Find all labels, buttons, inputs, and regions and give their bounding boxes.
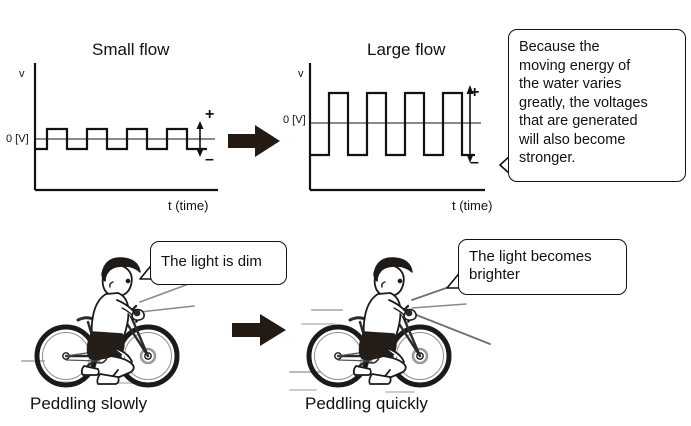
transition-arrow-icon-top — [228, 125, 280, 157]
left-graph-title: Small flow — [92, 40, 170, 59]
left-graph-y-axis-label: v — [19, 68, 25, 80]
right-graph-plus-sign: + — [470, 84, 480, 101]
bicycle-rider-fast-illustration — [289, 257, 491, 393]
transition-arrow-icon-bottom — [232, 314, 286, 346]
explanation-callout: Because the moving energy of the water v… — [508, 29, 686, 182]
right-graph-x-axis-label: t (time) — [452, 198, 493, 213]
bubble-left-text: The light is dim — [161, 253, 262, 270]
caption-right: Peddling quickly — [305, 394, 428, 413]
right-graph-zero-label: 0 [V] — [283, 114, 306, 126]
caption-left: Peddling slowly — [30, 394, 148, 413]
bicycle-rider-slow-illustration — [21, 257, 195, 388]
bubble-left: The light is dim — [150, 241, 287, 285]
right-graph-title: Large flow — [367, 40, 446, 59]
left-graph-plot — [33, 63, 218, 192]
bubble-right-text: The light becomes brighter — [469, 248, 592, 284]
left-graph-x-axis-label: t (time) — [168, 198, 209, 213]
right-graph-y-axis-label: v — [298, 68, 304, 80]
right-graph-minus-sign: – — [470, 154, 479, 171]
left-graph-zero-label: 0 [V] — [6, 133, 29, 145]
right-graph-plot — [308, 63, 485, 192]
left-graph-minus-sign: – — [205, 151, 214, 168]
bubble-right: The light becomes brighter — [458, 239, 627, 295]
explanation-callout-text: Because the moving energy of the water v… — [519, 39, 648, 167]
left-graph-plus-sign: + — [205, 106, 215, 123]
